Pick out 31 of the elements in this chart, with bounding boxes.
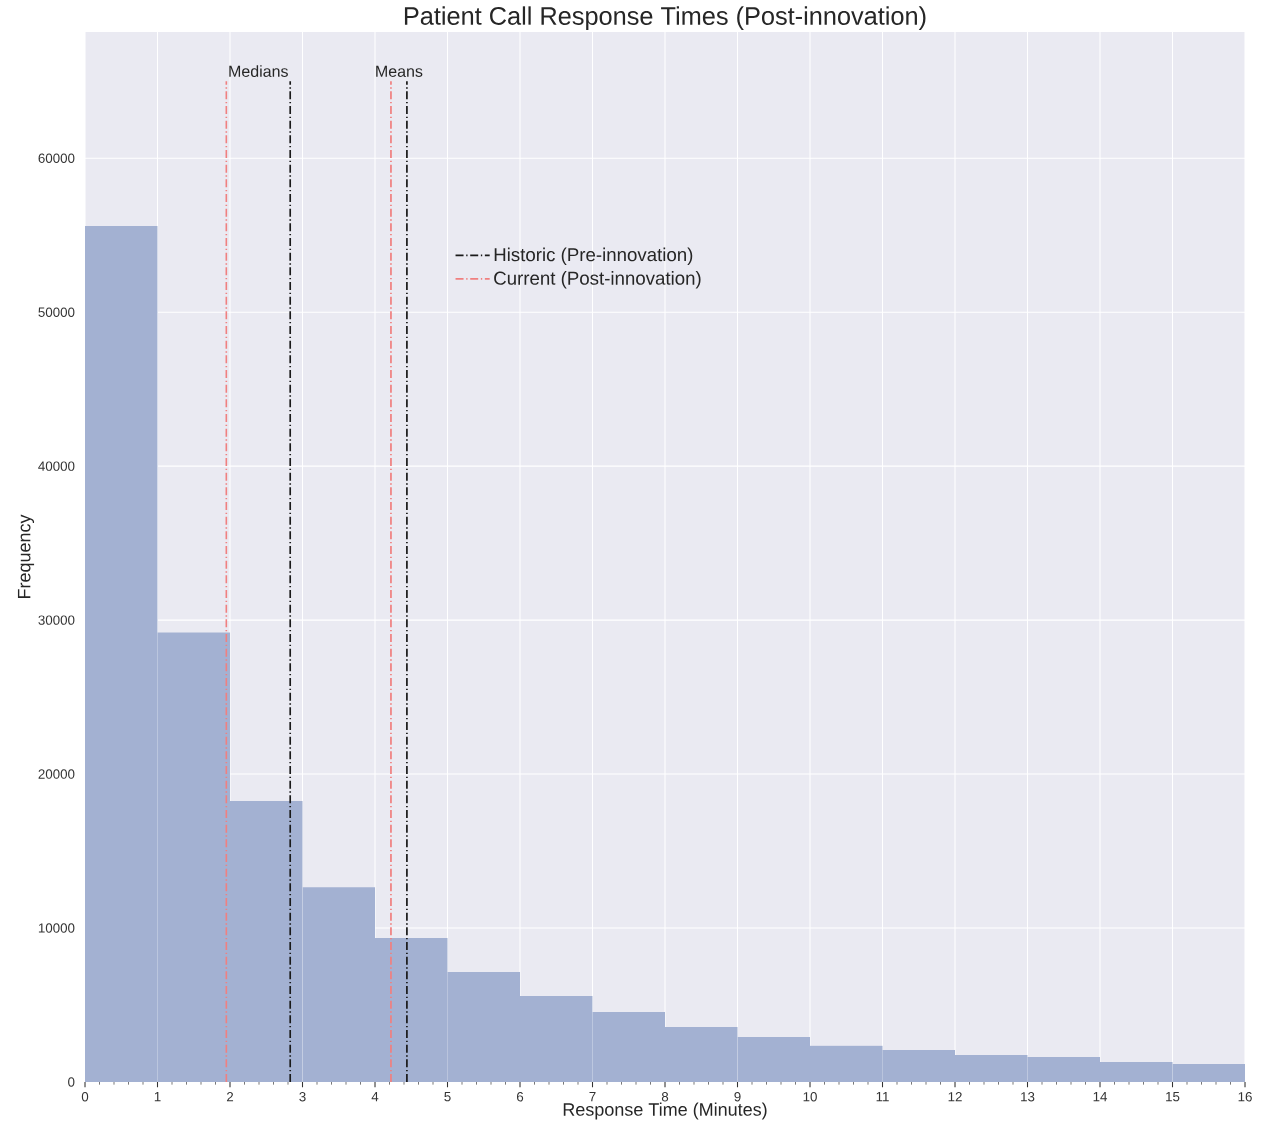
x-tick-label: 16 xyxy=(1238,1092,1252,1102)
x-tick-label: 1 xyxy=(154,1092,161,1102)
legend-label: Current (Post-innovation) xyxy=(494,271,701,289)
y-tick-label: 60000 xyxy=(38,153,75,163)
y-tick-label: 10000 xyxy=(38,923,75,933)
annotation: Means xyxy=(376,65,423,77)
x-tick-label: 10 xyxy=(803,1092,817,1102)
chart-title: Patient Call Response Times (Post-innovation) xyxy=(404,6,926,30)
y-axis-title: Frequency xyxy=(17,514,35,599)
x-tick-label: 5 xyxy=(444,1092,451,1102)
x-tick-label: 8 xyxy=(661,1092,669,1102)
x-tick-label: 2 xyxy=(226,1092,234,1102)
x-tick-label: 4 xyxy=(371,1092,379,1102)
x-axis-title: Response Time (Minutes) xyxy=(563,1102,767,1120)
x-tick-label: 9 xyxy=(734,1092,741,1102)
y-tick-label: 0 xyxy=(68,1077,75,1087)
x-tick-label: 11 xyxy=(876,1092,889,1102)
x-tick-label: 15 xyxy=(1166,1092,1180,1102)
x-tick-label: 12 xyxy=(948,1092,962,1102)
x-tick-label: 3 xyxy=(299,1092,306,1102)
y-tick-label: 50000 xyxy=(38,307,75,317)
annotation: Medians xyxy=(229,65,288,77)
x-tick-label: 6 xyxy=(516,1092,524,1102)
x-tick-label: 7 xyxy=(589,1092,596,1102)
y-tick-label: 20000 xyxy=(38,769,75,779)
y-tick-label: 40000 xyxy=(38,461,75,471)
x-tick-label: 14 xyxy=(1093,1092,1108,1102)
x-tick-label: 0 xyxy=(81,1092,89,1102)
x-tick-label: 13 xyxy=(1021,1092,1035,1102)
legend-label: Historic (Pre-innovation) xyxy=(494,247,693,265)
y-tick-label: 30000 xyxy=(38,615,75,625)
